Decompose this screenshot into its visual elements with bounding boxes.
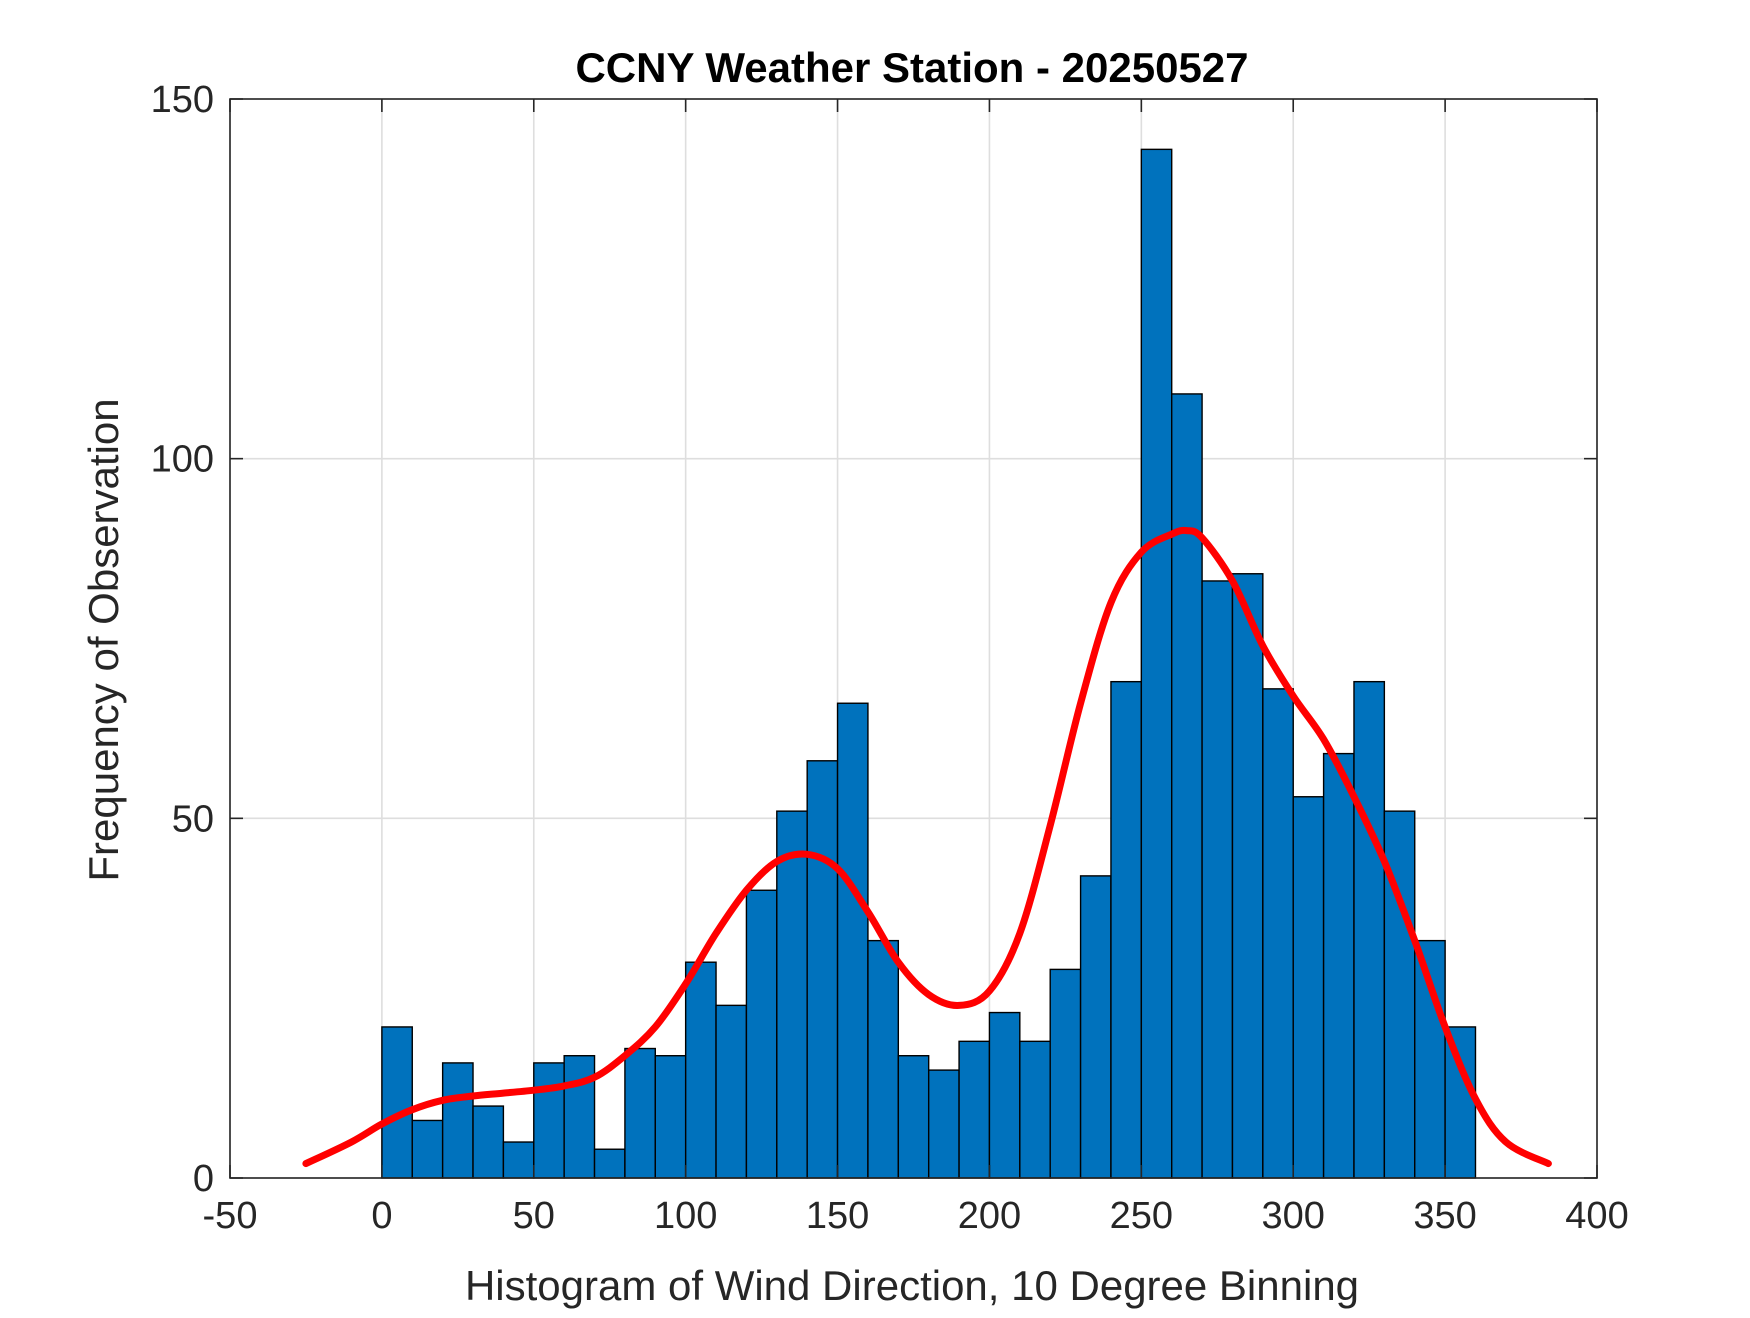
histogram-bar: [654, 1055, 687, 1179]
histogram-bar: [745, 889, 778, 1179]
histogram-bar: [1292, 796, 1325, 1179]
chart-title: CCNY Weather Station - 20250527: [575, 44, 1248, 91]
histogram-bar: [684, 961, 717, 1179]
histogram-bar: [1201, 580, 1234, 1179]
histogram-bar: [988, 1011, 1021, 1179]
histogram-bar: [927, 1069, 960, 1179]
histogram-bar: [563, 1055, 596, 1179]
y-tick-label: 0: [193, 1158, 214, 1200]
histogram-bar: [1079, 875, 1112, 1179]
axis-ticks: [229, 98, 1598, 1179]
histogram-bar: [624, 1047, 656, 1179]
x-tick-label: 400: [1565, 1195, 1628, 1237]
density-curve-layer: [302, 526, 1552, 1168]
histogram-bar: [472, 1105, 505, 1179]
histogram-bar: [593, 1148, 626, 1179]
x-tick-label: 100: [654, 1195, 717, 1237]
histogram-bar: [806, 760, 839, 1179]
histogram-bar: [715, 1004, 748, 1179]
x-tick-label: 0: [371, 1195, 392, 1237]
histogram-bar: [776, 810, 808, 1179]
histogram-bar: [1049, 968, 1082, 1179]
histogram-bar: [1262, 688, 1294, 1179]
x-tick-label: 200: [958, 1195, 1021, 1237]
x-axis-label: Histogram of Wind Direction, 10 Degree B…: [465, 1262, 1359, 1309]
histogram-bars: [381, 148, 1477, 1179]
x-tick-label: 350: [1413, 1195, 1476, 1237]
histogram-bar: [1322, 752, 1355, 1179]
x-tick-label: 50: [513, 1195, 555, 1237]
histogram-bar: [897, 1055, 930, 1179]
histogram-bar: [533, 1062, 565, 1179]
y-tick-label: 100: [151, 439, 214, 481]
histogram-bar: [411, 1119, 444, 1179]
y-axis-label: Frequency of Observation: [80, 398, 127, 881]
y-tick-label: 50: [172, 798, 214, 840]
histogram-bar: [502, 1141, 535, 1179]
histogram-bar: [836, 702, 869, 1179]
plot-area-frame: [229, 98, 1598, 1179]
histogram-bar: [1019, 1040, 1051, 1179]
x-tick-label: -50: [203, 1195, 258, 1237]
histogram-bar: [1110, 680, 1143, 1179]
histogram-bar: [1171, 393, 1203, 1179]
histogram-bar: [867, 939, 900, 1179]
x-tick-label: 150: [806, 1195, 869, 1237]
density-fit-line: [302, 526, 1552, 1168]
histogram-bar: [958, 1040, 991, 1179]
histogram-bar: [1444, 1026, 1477, 1179]
histogram-bar: [1231, 573, 1264, 1179]
histogram-bar: [1140, 148, 1173, 1179]
histogram-bar: [441, 1062, 474, 1179]
histogram-bar: [381, 1026, 413, 1179]
x-tick-label: 250: [1110, 1195, 1173, 1237]
y-tick-label: 150: [151, 79, 214, 121]
x-tick-label: 300: [1262, 1195, 1325, 1237]
histogram-bar: [1353, 680, 1386, 1179]
